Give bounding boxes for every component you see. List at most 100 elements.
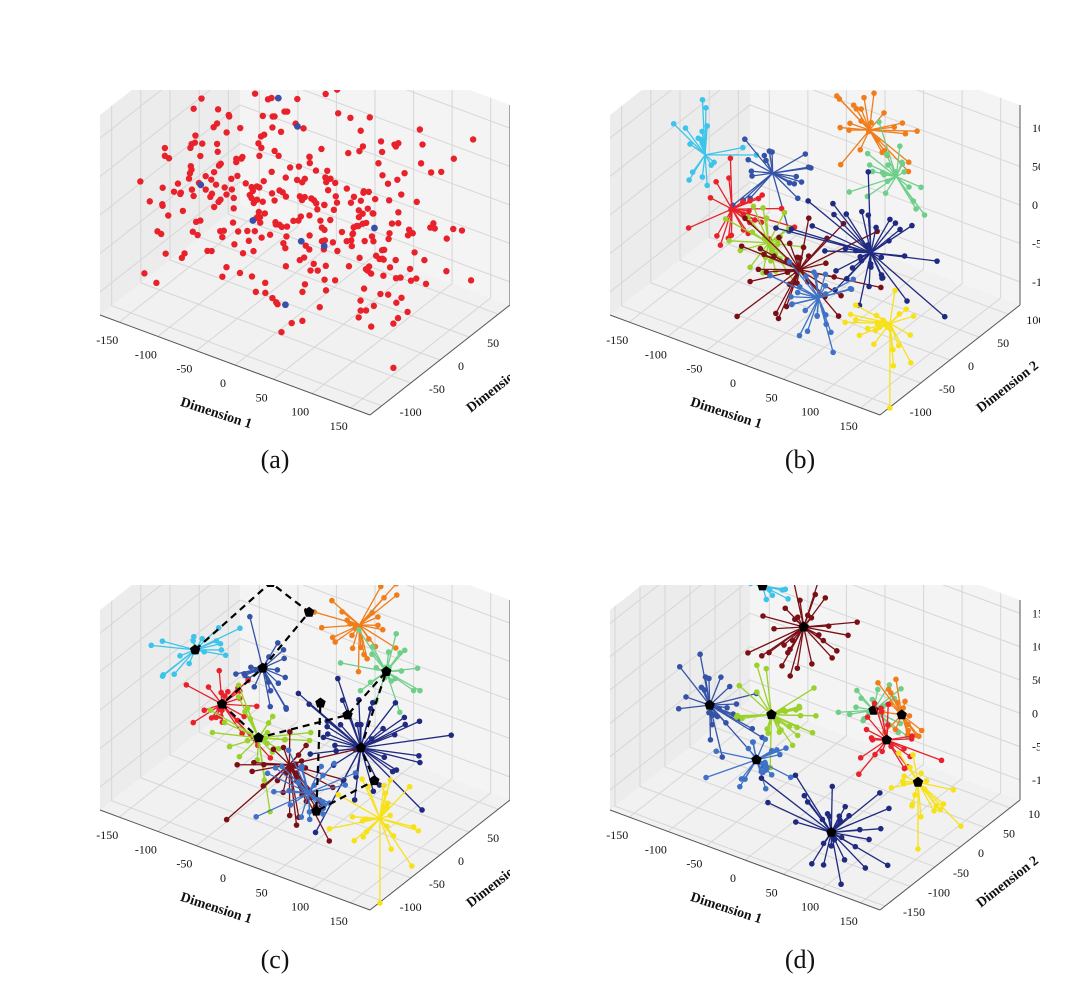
cluster-point (676, 663, 683, 670)
cluster-point (822, 595, 829, 601)
data-point (229, 219, 237, 226)
cluster-point (388, 846, 394, 852)
cluster-edge (771, 687, 815, 716)
cluster-edge (326, 726, 362, 749)
cluster-point (349, 632, 355, 639)
cluster-point (369, 736, 375, 742)
data-point (293, 176, 301, 184)
cluster-point (801, 792, 808, 799)
cluster-edge (342, 747, 362, 781)
cluster-point (828, 843, 835, 849)
cluster-point (393, 592, 400, 598)
cluster-point (760, 613, 766, 619)
data-point (181, 250, 188, 257)
cluster-point (333, 748, 339, 754)
cluster-5 (703, 736, 794, 792)
cluster-9 (253, 747, 359, 823)
cluster-point (915, 846, 921, 852)
cluster-point (417, 759, 423, 766)
data-point (343, 238, 350, 245)
data-point (234, 172, 241, 180)
data-point (395, 209, 402, 216)
cluster-point (267, 703, 274, 710)
cluster-point (410, 687, 417, 694)
cluster-edge (162, 649, 196, 676)
cluster-point (714, 233, 720, 239)
data-point (239, 250, 247, 257)
data-point (306, 153, 313, 161)
cluster-point (871, 341, 877, 347)
cluster-point (737, 783, 743, 790)
cluster-point (675, 705, 682, 712)
cluster-edge (859, 129, 870, 151)
cluster-point (397, 650, 403, 656)
cluster-point (236, 753, 243, 760)
cluster-point (767, 272, 773, 279)
data-point (290, 217, 297, 225)
cluster-point (223, 816, 230, 823)
cluster-point (331, 760, 338, 767)
x-tick-label: 0 (730, 871, 736, 885)
data-point (189, 228, 197, 235)
cluster-point (938, 757, 945, 764)
centroid-marker (189, 644, 201, 655)
cluster-point (820, 862, 827, 868)
cluster-point (306, 737, 313, 744)
cluster-point (401, 714, 408, 721)
cluster-edge (806, 297, 820, 332)
data-point (378, 247, 386, 254)
cluster-edge (719, 208, 733, 246)
cluster-point (797, 597, 803, 604)
cluster-point (239, 730, 245, 737)
z-tick-label: -50 (1032, 740, 1040, 754)
cluster-point (866, 283, 872, 290)
data-point (210, 168, 218, 176)
cluster-point (906, 184, 912, 190)
cluster-edge (771, 713, 816, 717)
cluster-point (931, 808, 937, 814)
data-point (230, 194, 237, 202)
cluster-point (319, 798, 326, 805)
data-point (355, 314, 362, 321)
cluster-edge (889, 323, 912, 364)
cluster-point (722, 216, 729, 222)
data-point (385, 235, 392, 243)
cluster-edge (765, 668, 773, 715)
x-tick-label: -150 (606, 333, 628, 347)
data-point (283, 233, 290, 240)
data-point (401, 169, 408, 177)
cluster-point (287, 729, 293, 735)
cluster-point (856, 332, 863, 339)
cluster-point (786, 259, 793, 265)
cluster-edge (761, 626, 805, 657)
x-tick-label: -50 (176, 362, 192, 376)
cluster-point (958, 823, 964, 829)
cluster-edge (818, 288, 851, 299)
cluster-point (249, 768, 255, 775)
x-axis-label: Dimension 1 (178, 890, 253, 925)
data-point (393, 299, 400, 306)
cluster-edge (840, 129, 870, 165)
cluster-edge (858, 739, 888, 775)
cluster-point (782, 586, 789, 593)
cluster-edge (331, 600, 360, 626)
cluster-point (329, 597, 335, 604)
data-point (208, 176, 215, 183)
cluster-point (918, 727, 925, 734)
cluster-edge (803, 626, 849, 636)
cluster-3 (337, 627, 423, 716)
data-point (306, 246, 313, 253)
data-point (379, 255, 386, 262)
data-point (357, 197, 365, 204)
data-point (318, 224, 326, 231)
data-point (251, 90, 259, 97)
data-point (322, 90, 329, 98)
cluster-point (804, 799, 811, 805)
cluster-point (385, 800, 391, 807)
cluster-point (794, 614, 801, 620)
data-point (380, 272, 387, 279)
cluster-edge (877, 682, 903, 716)
cluster-point (375, 622, 381, 629)
data-point (355, 207, 363, 214)
cluster-edge (379, 779, 391, 819)
